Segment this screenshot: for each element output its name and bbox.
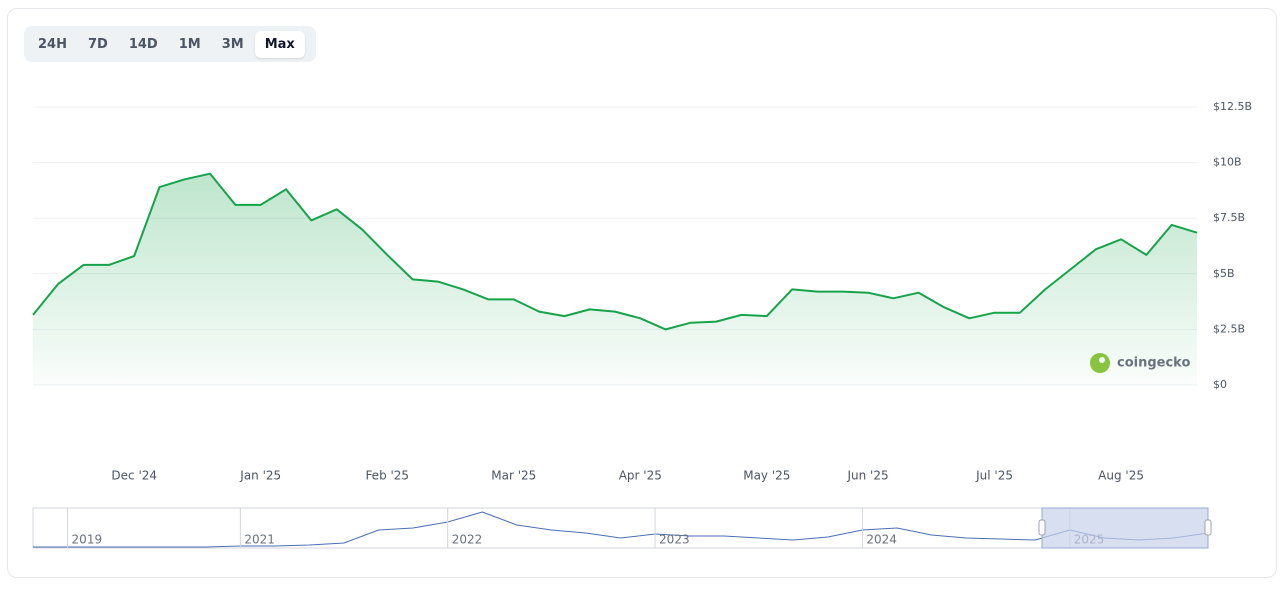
range-button[interactable]: 24H xyxy=(38,36,67,52)
y-tick-label: $5B xyxy=(1213,267,1235,280)
navigator-label: 2019 xyxy=(72,533,103,547)
navigator-label: 2023 xyxy=(659,533,690,547)
x-tick-label: Dec '24 xyxy=(111,469,157,483)
area xyxy=(33,173,1197,385)
range-selector: 24H 7D 14D 1M 3M Max xyxy=(24,26,316,62)
range-button[interactable]: 7D xyxy=(87,36,108,52)
y-tick-label: $2.5B xyxy=(1213,322,1245,335)
navigator-label: 2022 xyxy=(452,533,483,547)
navigator-label: 2021 xyxy=(244,533,275,547)
range-button[interactable]: Max xyxy=(254,30,305,58)
y-tick-label: $10B xyxy=(1213,156,1242,169)
y-tick-label: $7.5B xyxy=(1213,211,1245,224)
range-button[interactable]: 14D xyxy=(128,36,158,52)
range-button[interactable]: 3M xyxy=(221,36,244,52)
y-tick-label: $12.5B xyxy=(1213,100,1252,113)
x-tick-label: Jul '25 xyxy=(975,469,1013,483)
y-tick-label: $0 xyxy=(1213,378,1227,391)
navigator-frame xyxy=(32,507,1209,549)
x-tick-label: Jun '25 xyxy=(846,469,888,483)
x-tick-label: Aug '25 xyxy=(1098,469,1144,483)
navigator-selection[interactable] xyxy=(1041,507,1209,549)
navigator-handle[interactable] xyxy=(1038,519,1046,536)
range-button[interactable]: 1M xyxy=(178,36,201,52)
chart-card xyxy=(7,8,1277,578)
x-tick-label: Mar '25 xyxy=(491,469,536,483)
navigator-handle[interactable] xyxy=(1204,519,1212,536)
line xyxy=(33,511,1209,548)
navigator-label: 2024 xyxy=(866,533,897,547)
x-tick-label: Feb '25 xyxy=(365,469,409,483)
line xyxy=(32,172,1198,331)
x-tick-label: Jan '25 xyxy=(239,469,281,483)
x-tick-label: Apr '25 xyxy=(619,469,662,483)
x-tick-label: May '25 xyxy=(743,469,790,483)
